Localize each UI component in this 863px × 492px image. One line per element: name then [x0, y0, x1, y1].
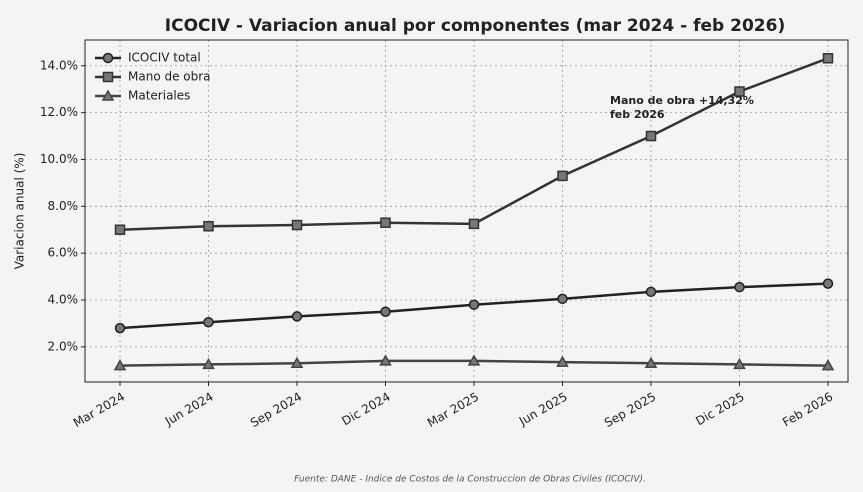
source: Fuente: DANE - Indice de Costos de la Co…	[294, 475, 646, 485]
annotation: Mano de obra +14,32%	[610, 94, 754, 107]
data-point	[379, 354, 392, 366]
y-tick-label: 8.0%	[48, 199, 79, 213]
plot-frame	[84, 39, 849, 383]
data-point	[822, 278, 834, 289]
data-point	[645, 130, 657, 142]
data-point	[645, 286, 657, 298]
data-point	[557, 170, 568, 182]
data-point	[468, 218, 480, 230]
data-point	[734, 281, 745, 293]
data-point	[203, 317, 214, 328]
data-point	[114, 322, 126, 334]
data-point	[291, 219, 303, 231]
legend-label: Mano de obra	[128, 70, 211, 84]
data-point	[380, 217, 391, 228]
data-point	[291, 311, 303, 322]
data-point	[467, 354, 481, 366]
y-tick-label: 6.0%	[48, 246, 79, 260]
data-point	[556, 355, 569, 367]
legend-marker	[101, 89, 115, 101]
data-point	[113, 359, 127, 371]
y-tick-label: 2.0%	[48, 339, 79, 353]
data-point	[203, 220, 214, 232]
y-tick-label: 12.0%	[40, 105, 78, 119]
data-point	[380, 306, 391, 317]
annotation: feb 2026	[610, 108, 665, 121]
data-point	[822, 53, 834, 64]
y-tick-label: 14.0%	[40, 58, 78, 72]
data-point	[114, 224, 126, 235]
data-point	[557, 293, 568, 305]
y-tick-label: 4.0%	[48, 293, 79, 307]
data-point	[734, 86, 745, 97]
legend-label: ICOCIV total	[128, 51, 201, 65]
data-point	[290, 356, 304, 369]
legend-label: Materiales	[128, 89, 190, 103]
data-point	[821, 359, 835, 371]
legend-marker	[102, 71, 114, 83]
data-point	[202, 357, 215, 370]
data-point	[644, 356, 658, 369]
data-point	[733, 357, 746, 370]
y-tick-label: 10.0%	[40, 152, 78, 166]
data-point	[468, 299, 480, 310]
y-axis-label: Variacion anual (%)	[13, 153, 27, 270]
chart-title: ICOCIV - Variacion anual por componentes…	[165, 16, 785, 36]
legend-marker	[102, 52, 114, 64]
